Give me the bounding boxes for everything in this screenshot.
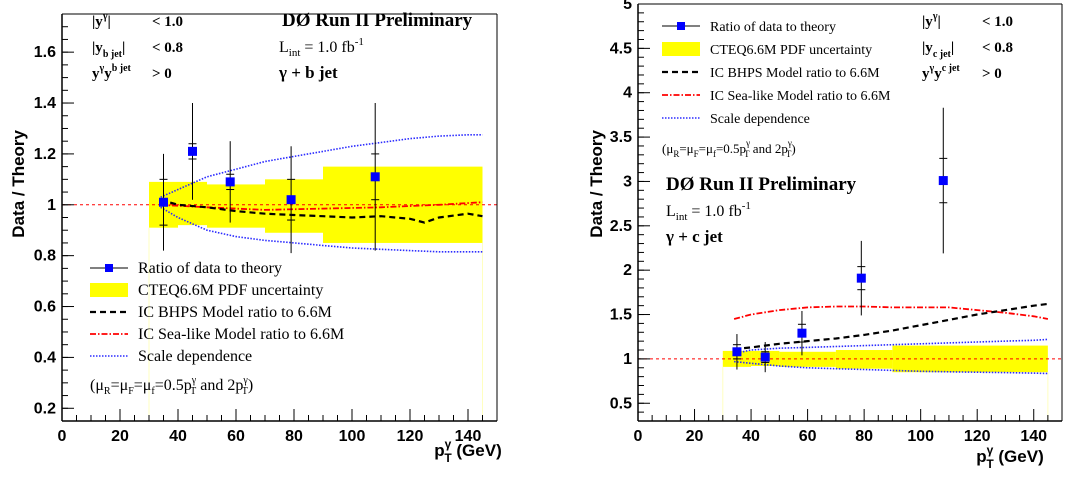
luminosity-label: Lint = 1.0 fb-1	[279, 36, 364, 59]
y-tick-label: 3	[623, 173, 632, 190]
x-axis-label: pγ T (GeV)	[976, 443, 1043, 471]
y-tick-label: 2.5	[610, 218, 632, 235]
kinematic-cut-label: yγyc jet	[922, 63, 960, 82]
ic-bhps-curve	[160, 198, 483, 224]
experiment-title: DØ Run II Preliminary	[282, 10, 473, 31]
data-point	[159, 197, 168, 207]
x-tick-label: 20	[686, 428, 704, 445]
x-tick-label: 120	[964, 428, 991, 445]
kinematic-cut-value: < 0.8	[152, 40, 183, 56]
x-tick-label: 140	[455, 428, 482, 445]
legend-entry-label: IC Sea-like Model ratio to 6.6M	[710, 89, 891, 104]
chart-panel-c-jet: 0 20 40 60 80 100 120 140 0.5 1 1.5 2 2.5 3 3.5 4 4.5 5 Da…	[587, 0, 1063, 471]
legend-symbol-pdf-band	[90, 283, 128, 297]
luminosity-label: Lint = 1.0 fb-1	[666, 200, 751, 223]
y-tick-label: 4.5	[610, 40, 632, 57]
x-axis-label: pγ T (GeV)	[434, 437, 501, 465]
kinematic-cut-label: |yγ|	[92, 11, 111, 30]
pdf-band-segment	[207, 184, 265, 228]
legend-symbol-pdf-band	[662, 42, 700, 56]
y-tick-label: 2	[623, 262, 632, 279]
kinematic-cut-value: > 0	[982, 66, 1002, 82]
x-tick-label: 100	[907, 428, 934, 445]
x-tick-label: 0	[634, 428, 643, 445]
x-tick-label: 120	[397, 428, 424, 445]
legend-entry-label: Scale dependence	[138, 348, 252, 365]
y-tick-label: 1.6	[34, 44, 56, 61]
y-tick-label: 3.5	[610, 129, 632, 146]
kinematic-cut-label: |yγ|	[922, 11, 941, 30]
y-tick-label: 4	[623, 85, 632, 102]
data-point	[370, 172, 380, 182]
data-point	[225, 177, 235, 187]
legend-entry-label: CTEQ6.6M PDF uncertainty	[710, 43, 872, 58]
legend-entry-label: IC Sea-like Model ratio to 6.6M	[138, 326, 344, 343]
pdf-band-segment	[323, 166, 483, 243]
legend-entry-label: Scale dependence	[710, 112, 810, 127]
data-point	[938, 176, 948, 186]
kinematic-cut-label: |yb jet|	[92, 40, 125, 60]
x-tick-label: 80	[855, 428, 873, 445]
kinematic-cut-label: yγyb jet	[92, 63, 132, 82]
y-tick-label: 1.5	[610, 307, 632, 324]
process-label: γ + b jet	[278, 63, 338, 82]
x-tick-label: 60	[227, 428, 245, 445]
legend-entry-label: CTEQ6.6M PDF uncertainty	[138, 282, 323, 299]
data-point	[856, 273, 866, 283]
kinematic-cut-value: > 0	[152, 66, 172, 82]
x-tick-label: 60	[799, 428, 817, 445]
y-tick-label: 1.2	[34, 146, 56, 163]
x-tick-label: 0	[58, 428, 67, 445]
data-point	[286, 195, 296, 205]
y-tick-label: 0.2	[34, 400, 56, 417]
legend-scale-note: (μR=μF=μf=0.5pγ T and 2pγ T)	[90, 375, 253, 397]
x-tick-label: 40	[169, 428, 187, 445]
y-tick-label: 1	[623, 351, 632, 368]
x-tick-label: 140	[1020, 428, 1047, 445]
kinematic-cut-label: |yc jet|	[922, 40, 954, 60]
y-tick-label: 0.8	[34, 248, 56, 265]
y-tick-label: 0.6	[34, 299, 56, 316]
x-tick-label: 20	[111, 428, 129, 445]
data-point	[760, 352, 770, 362]
kinematic-cut-value: < 0.8	[982, 40, 1013, 56]
scale-dependence-lower	[160, 206, 483, 253]
y-tick-label: 1.4	[34, 95, 56, 112]
x-tick-label: 40	[742, 428, 760, 445]
legend-symbol-data-marker	[105, 264, 113, 272]
kinematic-cut-value: < 1.0	[152, 14, 183, 30]
legend-entry-label: IC BHPS Model ratio to 6.6M	[138, 304, 332, 321]
data-point	[797, 328, 807, 338]
y-tick-label: 0.5	[610, 395, 632, 412]
x-tick-label: 80	[285, 428, 303, 445]
y-tick-label: 1	[47, 197, 56, 214]
ic-sealike-curve	[160, 201, 483, 211]
legend-scale-note: (μR=μF=μf=0.5pγ T and 2pγ T)	[662, 138, 796, 159]
y-tick-label: 0.4	[34, 349, 56, 366]
legend-symbol-data-marker	[677, 22, 685, 30]
pdf-band-segment	[835, 350, 893, 369]
scale-dependence-lower	[734, 360, 1048, 375]
pdf-band-segment	[265, 179, 323, 233]
legend-entry-label: IC BHPS Model ratio to 6.6M	[710, 66, 880, 81]
legend-entry-label: Ratio of data to theory	[710, 20, 836, 35]
ic-sealike-curve	[733, 305, 1049, 320]
kinematic-cut-value: < 1.0	[982, 14, 1013, 30]
data-point	[732, 347, 742, 357]
scale-dependence-upper	[733, 338, 1048, 355]
experiment-title: DØ Run II Preliminary	[666, 174, 857, 195]
chart-panel-b-jet: 0 20 40 60 80 100 120 140 0.2 0.4 0.6 0.8 1 1.2 1.4 1.6…	[9, 10, 502, 465]
x-tick-label: 100	[339, 428, 366, 445]
y-axis-label: Data / Theory	[9, 129, 28, 237]
data-point	[188, 146, 197, 156]
y-axis-label: Data / Theory	[587, 129, 606, 237]
legend-entry-label: Ratio of data to theory	[138, 260, 282, 277]
y-tick-label: 5	[623, 0, 632, 13]
ic-bhps-curve	[733, 302, 1049, 351]
process-label: γ + c jet	[665, 227, 723, 246]
